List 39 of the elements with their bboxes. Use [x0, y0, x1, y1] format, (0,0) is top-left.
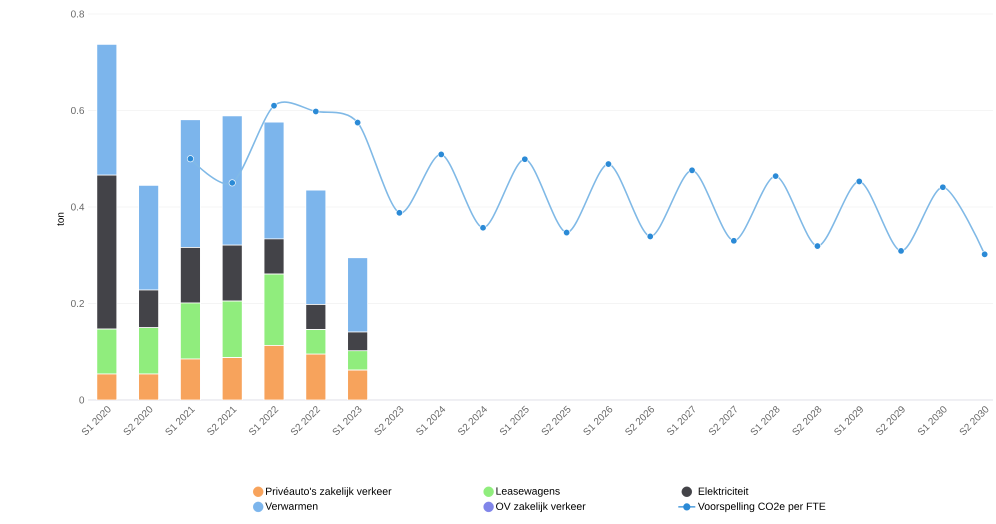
y-tick-label: 0.8	[71, 10, 84, 18]
bar	[138, 374, 160, 400]
y-tick-label: 0	[79, 396, 84, 404]
point	[521, 156, 528, 163]
point	[270, 102, 278, 110]
bar	[347, 370, 368, 400]
point	[312, 108, 320, 115]
bar	[180, 358, 201, 400]
point	[186, 155, 194, 162]
point	[438, 150, 445, 158]
legend-label: Leasewagens	[496, 487, 560, 497]
bar	[96, 374, 118, 400]
point	[730, 237, 738, 244]
legend-label: Privéauto's zakelijk verkeer	[266, 487, 392, 498]
legend-label: Voorspelling CO2e per FTE	[698, 502, 826, 512]
point	[228, 179, 236, 186]
y-tick-label: 0.2	[71, 300, 84, 308]
point	[688, 166, 696, 174]
y-tick-label: 0.6	[71, 106, 84, 114]
point	[563, 229, 570, 236]
point	[856, 178, 863, 185]
point	[939, 184, 946, 191]
point	[772, 172, 780, 180]
point	[646, 232, 654, 240]
point	[354, 119, 362, 126]
legend-label: OV zakelijk verkeer	[496, 502, 586, 512]
bar	[222, 357, 243, 400]
y-tick-label: 0.4	[71, 203, 84, 211]
legend-label: Elektriciteit	[698, 487, 748, 495]
bar	[305, 354, 326, 400]
point	[604, 160, 612, 168]
point	[396, 209, 403, 216]
point	[981, 250, 988, 258]
point	[898, 247, 905, 254]
y-axis-title: ton	[57, 212, 64, 226]
bar	[264, 345, 284, 400]
point	[814, 242, 821, 250]
legend-label: Verwarmen	[265, 502, 318, 510]
point	[480, 224, 487, 232]
